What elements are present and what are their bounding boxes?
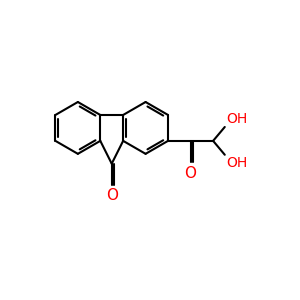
Text: OH: OH [226, 156, 247, 170]
Text: OH: OH [226, 112, 247, 126]
Text: O: O [106, 188, 118, 203]
Text: O: O [184, 166, 196, 181]
